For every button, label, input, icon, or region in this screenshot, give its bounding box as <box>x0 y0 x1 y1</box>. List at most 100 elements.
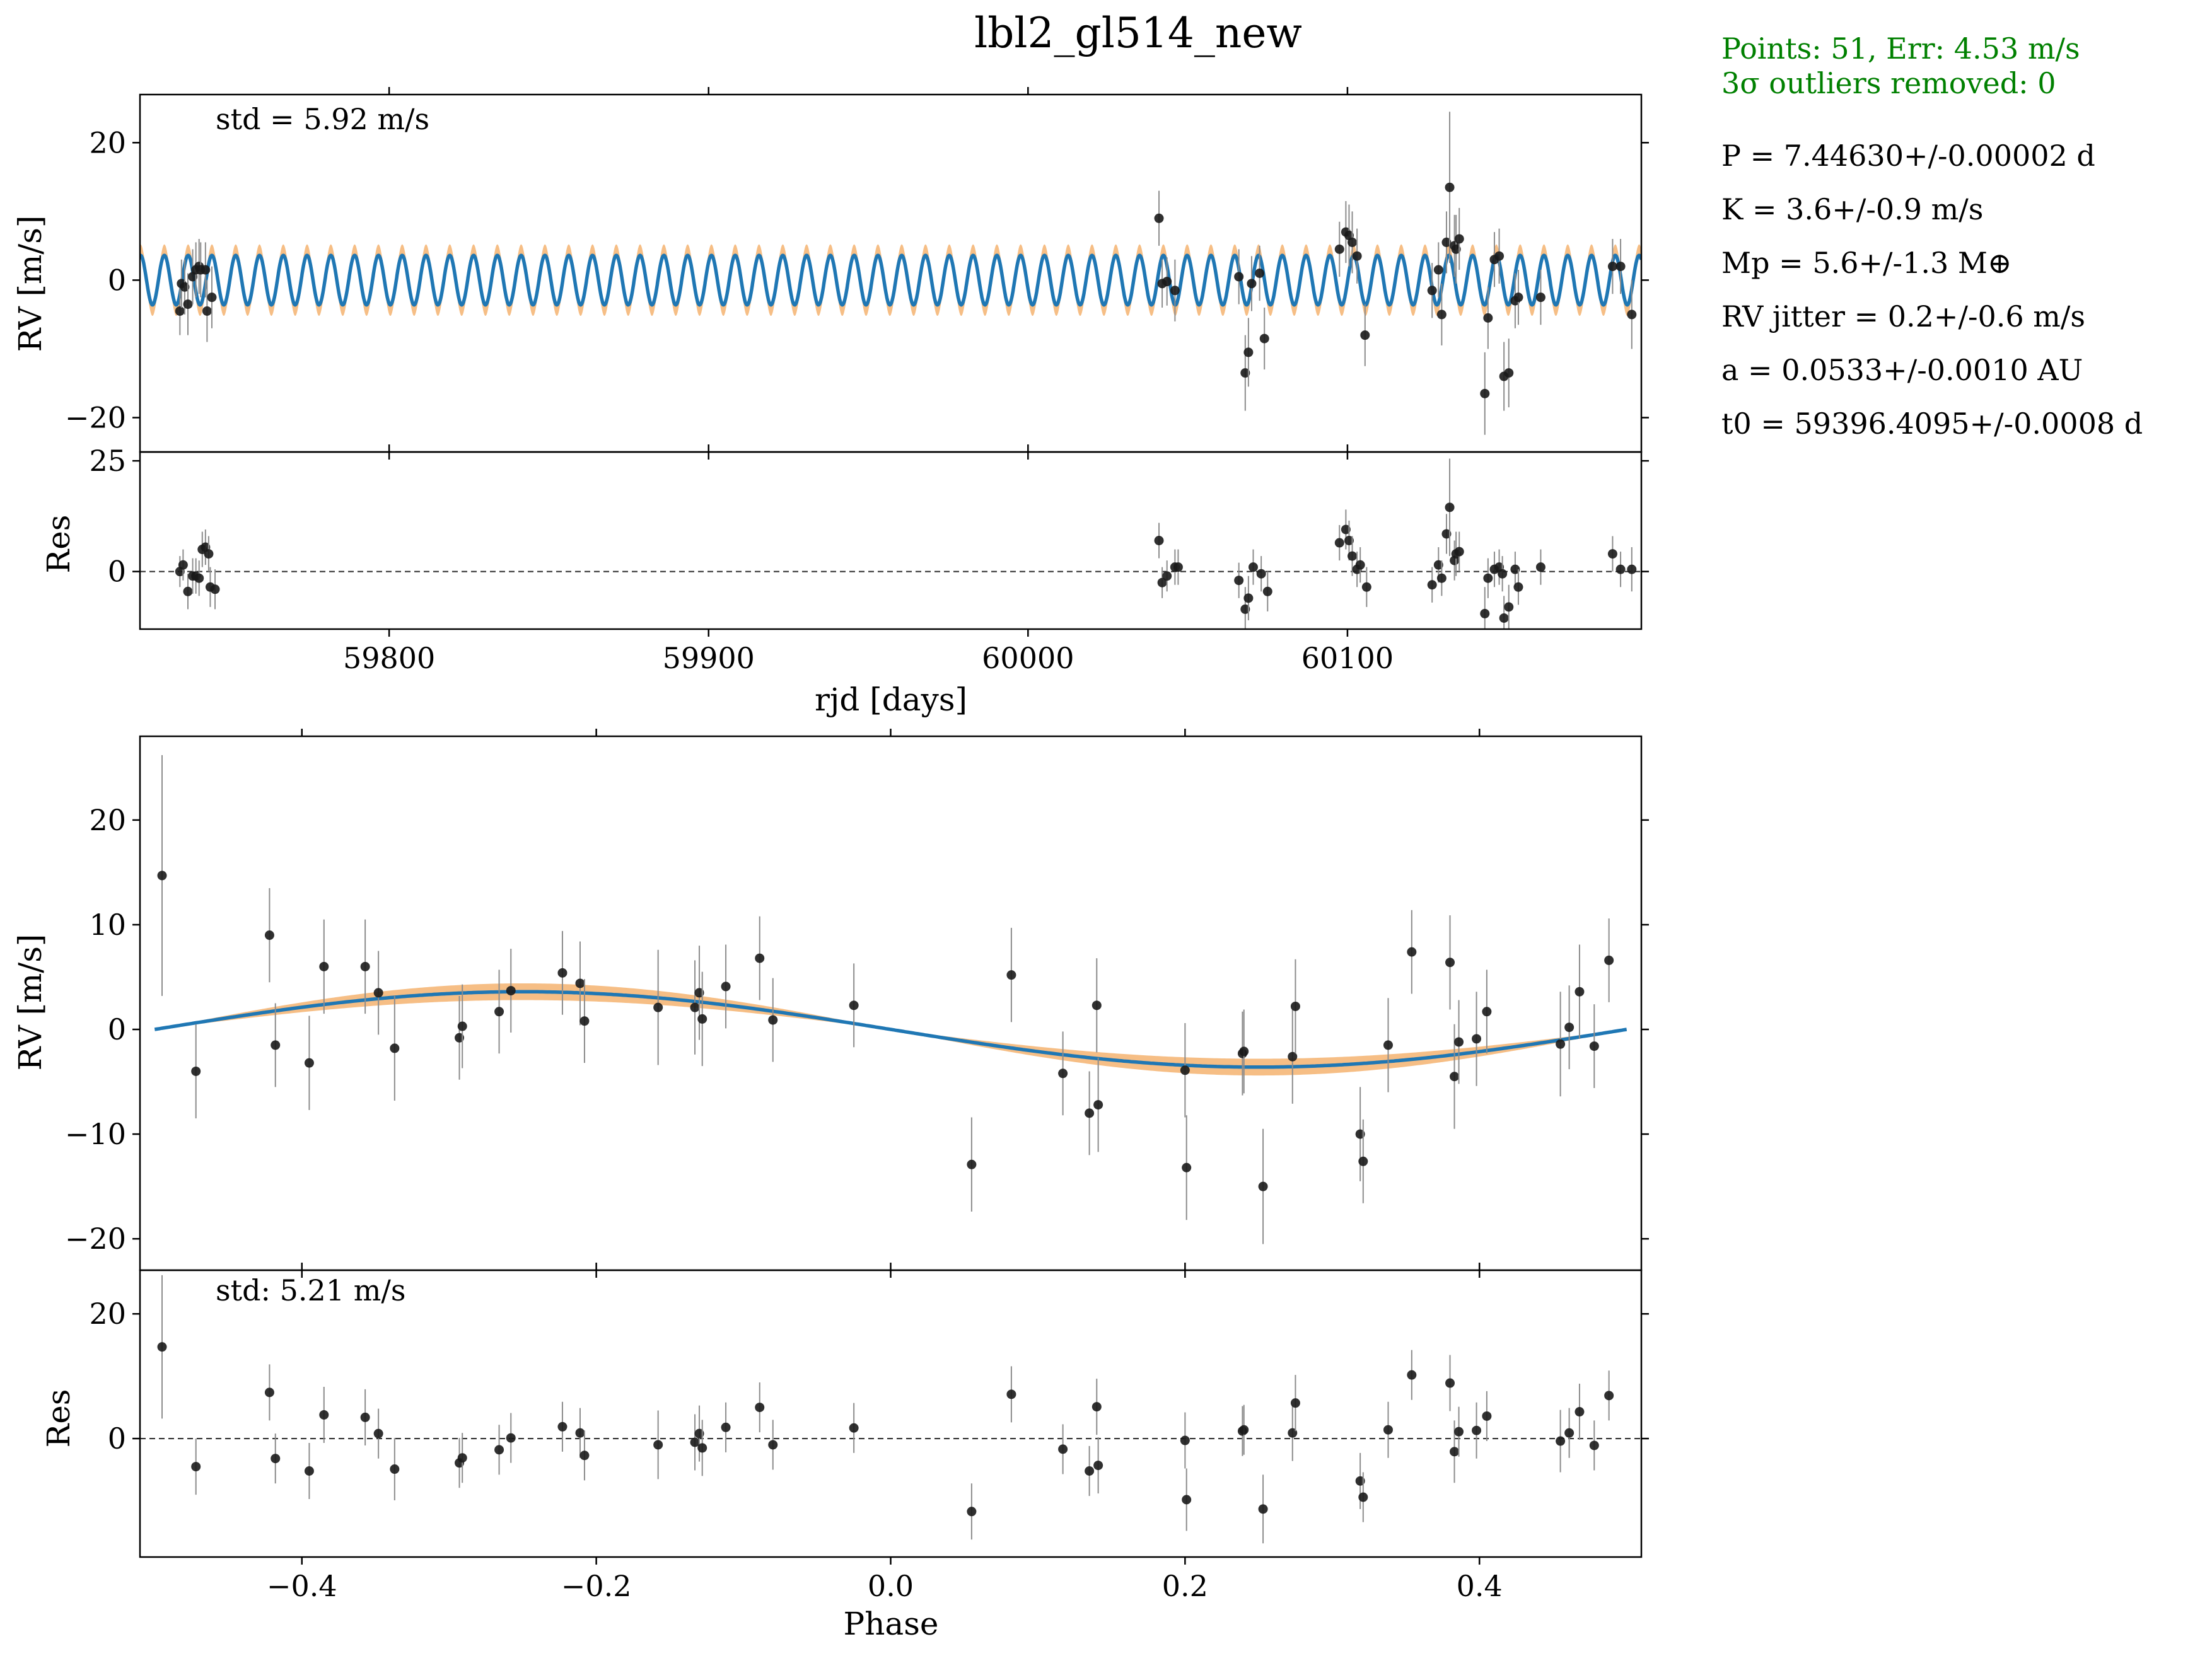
time-rv-point <box>1247 279 1257 289</box>
time-res-point <box>1361 582 1371 592</box>
time-res-point <box>1627 564 1637 574</box>
phase-rv-point <box>557 968 568 978</box>
phase-rv-point <box>1383 1040 1393 1050</box>
time-res-point <box>1615 564 1626 574</box>
time-res-point <box>1499 613 1509 623</box>
phase-rv-model-curve <box>154 990 1627 1069</box>
phase-rv-point <box>457 1021 467 1031</box>
phase-rv-point <box>1182 1162 1192 1173</box>
phase-rv-point <box>1006 970 1016 980</box>
phase-res-point <box>1006 1389 1016 1399</box>
param-period: P = 7.44630+/-0.00002 d <box>1721 139 2095 173</box>
phase-rv-point <box>506 986 516 996</box>
time-res-point <box>1256 569 1266 579</box>
phase-rv-point <box>390 1043 400 1053</box>
phase-res-point <box>191 1462 201 1472</box>
time-rv-point <box>201 265 211 275</box>
time-res-point <box>1504 602 1514 612</box>
phase-rv-point <box>768 1015 778 1025</box>
phase-rv-point <box>1445 958 1455 968</box>
phase-res-point <box>1407 1370 1417 1380</box>
phase-res-point <box>494 1445 504 1455</box>
phase-res-x-tick-label: −0.2 <box>561 1569 632 1603</box>
time-rv-y-tick-label: −20 <box>65 400 126 434</box>
phase-res-x-tick-label: 0.0 <box>868 1569 914 1603</box>
phase-rv-point <box>1556 1039 1566 1049</box>
phase-res-point <box>1472 1425 1482 1435</box>
time-res-point <box>1234 576 1244 586</box>
phase-rv-point <box>373 988 383 998</box>
phase-rv-data-layer <box>154 755 1627 1244</box>
time-res-point <box>1248 562 1258 572</box>
phase-rv-point <box>191 1066 201 1076</box>
phase-res-x-tick-label: 0.2 <box>1162 1569 1208 1603</box>
phase-rv-point <box>271 1040 281 1050</box>
time-res-point <box>1162 571 1172 581</box>
phase-rv-point <box>1258 1181 1268 1191</box>
time-rv-point <box>1255 269 1265 278</box>
time-rv-point <box>1513 292 1523 303</box>
time-res-x-tick-label: 59900 <box>663 641 755 675</box>
time-res-x-tick-label: 59800 <box>343 641 435 675</box>
time-res-xlabel: rjd [days] <box>815 681 967 718</box>
info-block: Points: 51, Err: 4.53 m/s 3σ outliers re… <box>1721 32 2143 441</box>
phase-rv-y-tick-label: 0 <box>108 1012 126 1046</box>
summary-outliers-line: 3σ outliers removed: 0 <box>1721 66 2056 100</box>
phase-rv-point <box>1454 1037 1464 1047</box>
phase-rv-point <box>690 1002 700 1012</box>
time-res-point <box>1441 529 1452 539</box>
time-res-point <box>1355 560 1365 570</box>
phase-res-point <box>271 1454 281 1464</box>
time-res-y-tick-label: 0 <box>108 555 126 589</box>
phase-rv-point <box>1589 1041 1599 1051</box>
phase-rv-point <box>849 1000 859 1010</box>
phase-rv-point <box>1575 987 1585 997</box>
phase-rv-point <box>1564 1022 1575 1033</box>
phase-res-point <box>755 1403 765 1413</box>
phase-res-point <box>557 1421 568 1432</box>
time-rv-point <box>1607 262 1617 272</box>
phase-res-point <box>1182 1495 1192 1505</box>
phase-res-data-layer <box>140 1275 1641 1544</box>
time-res-point <box>204 549 214 559</box>
phase-res-x-tick-label: −0.4 <box>267 1569 337 1603</box>
time-res-x-tick-label: 60000 <box>982 641 1074 675</box>
time-rv-point <box>1433 265 1443 275</box>
phase-rv-point <box>1290 1001 1300 1011</box>
time-res-point <box>1510 564 1520 574</box>
phase-res-point <box>967 1507 977 1517</box>
time-rv-point <box>1454 234 1464 244</box>
time-res-point <box>1348 551 1358 561</box>
phase-rv-point <box>697 1014 707 1024</box>
phase-res-y-tick-label: 20 <box>89 1297 126 1331</box>
phase-rv-point <box>755 953 765 963</box>
phase-res-point <box>579 1450 590 1461</box>
time-res-point <box>1433 560 1443 570</box>
time-rv-point <box>1483 313 1493 323</box>
phase-res-point <box>1604 1391 1614 1401</box>
param-semi-major-axis: a = 0.0533+/-0.0010 AU <box>1721 353 2083 387</box>
phase-res-point <box>1383 1425 1393 1435</box>
time-rv-model-curve <box>140 253 1641 307</box>
time-rv-data-layer <box>140 112 1641 435</box>
phase-res-point <box>1085 1466 1095 1476</box>
time-res-point <box>1498 569 1508 579</box>
time-rv-point <box>1348 237 1358 247</box>
time-rv-point <box>1504 368 1514 378</box>
phase-res-point <box>304 1466 314 1476</box>
phase-rv-point <box>1604 955 1614 965</box>
phase-res-point <box>264 1387 274 1398</box>
time-rv-point <box>1441 237 1452 247</box>
time-rv-point <box>1445 182 1455 192</box>
phase-res-point <box>1454 1427 1464 1437</box>
time-res-point <box>1445 502 1455 512</box>
time-rv-point <box>1234 272 1244 282</box>
phase-res-y-tick-label: 0 <box>108 1421 126 1456</box>
phase-rv-point <box>494 1007 504 1017</box>
time-res-point <box>1427 580 1437 590</box>
time-rv-point <box>1627 310 1637 320</box>
phase-rv-point <box>653 1002 663 1012</box>
time-res-point <box>1454 547 1464 557</box>
phase-res-ylabel: Res <box>40 1389 77 1448</box>
